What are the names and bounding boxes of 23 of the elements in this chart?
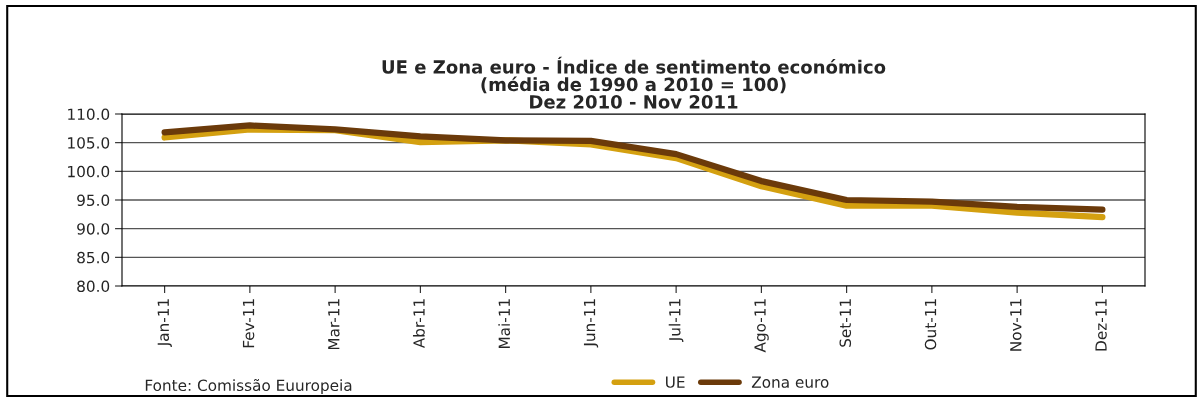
legend-label: Zona euro [751, 376, 829, 388]
y-tick-label: 85.0 [77, 251, 110, 264]
x-tick-label: Dez-11 [1095, 299, 1107, 351]
y-tick-label: 80.0 [77, 280, 110, 293]
x-tick-label: Fev-11 [242, 299, 255, 348]
y-tick-label: 105.0 [68, 137, 110, 149]
source-note: Fonte: Comissão Euuropeia [145, 378, 352, 394]
y-tick-label: 100.0 [68, 165, 110, 178]
y-tick-label: 110.0 [68, 108, 110, 121]
x-tick-label: Ago-11 [754, 299, 769, 353]
chart-title: UE e Zona euro - Índice de sentimento económico (média de 1990 a 2010 = 100) Dez 2010 - Nov 2011 [382, 56, 886, 109]
x-tick-label: Nov-11 [1010, 299, 1022, 351]
x-tick-label: Mar-11 [328, 299, 340, 350]
x-tick-label: Jun-11 [583, 299, 599, 348]
x-tick-label: Jul-11 [668, 299, 684, 342]
x-tick-label: Abr-11 [412, 299, 425, 349]
x-tick-label: Jan-11 [157, 299, 172, 348]
x-tick-label: Out-11 [924, 299, 937, 350]
x-tick-label: Mai-11 [498, 299, 511, 349]
legend-label: UE [666, 376, 685, 388]
y-tick-label: 95.0 [77, 194, 110, 207]
y-tick-label: 90.0 [77, 223, 110, 235]
x-tick-label: Set-11 [839, 299, 852, 347]
